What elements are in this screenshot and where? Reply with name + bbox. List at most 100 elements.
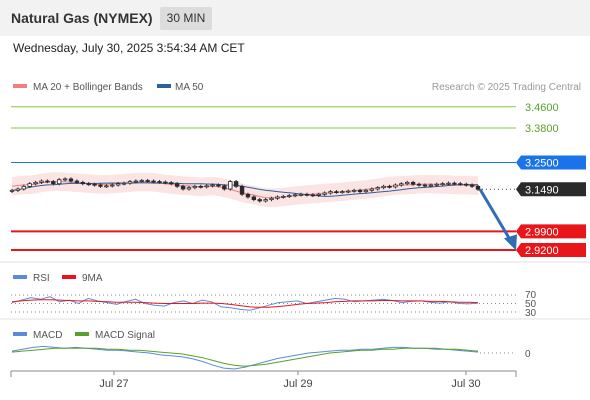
candle-body — [340, 191, 345, 194]
bollinger-band-area — [12, 172, 478, 207]
candle-body — [469, 184, 475, 187]
candle-body — [322, 192, 327, 195]
legend-swatch-ma20 — [13, 84, 27, 88]
candle-body — [298, 193, 304, 196]
candle-body — [110, 184, 115, 187]
candle-body — [410, 181, 416, 185]
legend-swatch-macd — [13, 332, 27, 336]
candle-body — [251, 196, 257, 201]
resistance-level-label: 3.4600 — [525, 102, 559, 114]
candle-body — [328, 191, 333, 194]
candle-body — [62, 178, 68, 181]
legend-ma50-label: MA 50 — [175, 82, 204, 93]
candle-body — [422, 184, 428, 187]
candle-body — [9, 189, 15, 192]
candle-body — [416, 183, 422, 186]
candle-body — [45, 180, 50, 183]
candles — [9, 177, 481, 203]
macd-lines — [11, 345, 516, 370]
rsi-line — [11, 296, 479, 311]
candle-body — [257, 199, 262, 202]
candle-body — [405, 181, 410, 185]
candle-body — [39, 180, 44, 183]
resistance-level-label: 3.3800 — [525, 123, 559, 135]
instrument-title: Natural Gas (NYMEX) — [11, 10, 153, 26]
candle-body — [192, 185, 198, 189]
candle-body — [204, 185, 209, 188]
support-level-label: 2.9200 — [525, 245, 559, 257]
key-levels: 3.4600 3.3800 3.2500 2.9900 2.9200 3.1490 — [11, 102, 586, 257]
legend-swatch-ma50 — [157, 84, 171, 88]
candle-body — [127, 181, 133, 184]
last-price-label: 3.1490 — [525, 184, 559, 196]
research-credit: Research © 2025 Trading Central — [432, 82, 581, 93]
support-level-label: 2.9900 — [525, 226, 559, 238]
forecast-arrow — [478, 188, 517, 251]
candle-body — [287, 195, 292, 198]
candle-body — [133, 180, 139, 183]
timeframe-button[interactable]: 30 MIN — [160, 7, 212, 30]
candle-body — [216, 184, 221, 187]
candle-body — [27, 183, 32, 187]
candle-body — [180, 185, 186, 190]
candle-body — [151, 180, 156, 183]
x-tick-label: Jul 29 — [283, 378, 312, 390]
candle-body — [210, 184, 215, 187]
candle-body — [56, 179, 62, 185]
x-tick-label: Jul 30 — [451, 378, 480, 390]
candle-body — [275, 196, 280, 199]
candle-body — [198, 185, 203, 188]
candle-body — [428, 184, 434, 187]
legend-macd-label: MACD — [33, 330, 62, 341]
bollinger-bands — [12, 172, 478, 207]
candle-body — [174, 183, 180, 187]
legend-swatch-9ma — [62, 275, 76, 279]
candle-body — [33, 181, 38, 185]
candle-body — [357, 189, 363, 193]
candle-body — [458, 183, 463, 186]
candle-body — [98, 184, 103, 187]
candle-body — [452, 182, 457, 185]
support-label-box — [516, 243, 586, 257]
candle-body — [434, 183, 439, 186]
candle-body — [351, 189, 357, 192]
candle-body — [387, 185, 392, 188]
candle-body — [51, 181, 56, 185]
forecast-arrowhead — [504, 234, 517, 251]
candle-body — [228, 181, 233, 190]
candle-body — [115, 183, 121, 186]
candle-body — [399, 183, 404, 186]
legend-9ma-label: 9MA — [82, 273, 103, 284]
candle-body — [157, 181, 162, 183]
candle-body — [369, 188, 375, 191]
legend-swatch-macd-signal — [75, 332, 89, 336]
candle-body — [310, 194, 316, 197]
candle-body — [393, 184, 398, 188]
rsi-lines — [11, 294, 516, 313]
last-price-label-box — [516, 182, 586, 197]
candle-body — [233, 181, 239, 187]
rsi-tick-70: 70 — [525, 290, 537, 301]
macd-tick-0: 0 — [525, 349, 531, 360]
candle-body — [475, 185, 481, 190]
support-label-box — [516, 224, 586, 239]
candle-body — [263, 199, 268, 202]
candle-body — [239, 185, 245, 195]
macd-line — [11, 345, 479, 370]
macd-signal-line — [11, 347, 479, 367]
candle-body — [86, 183, 91, 186]
candle-body — [74, 180, 80, 183]
candle-body — [381, 185, 386, 189]
candle-body — [363, 189, 369, 193]
legend-rsi-label: RSI — [33, 273, 50, 284]
legend-macd-signal-label: MACD Signal — [95, 330, 155, 341]
candle-body — [292, 194, 298, 197]
candle-body — [121, 182, 127, 185]
candle-body — [334, 191, 339, 194]
pivot-label-box — [516, 155, 586, 170]
candle-body — [145, 180, 150, 182]
candle-body — [163, 181, 168, 184]
candle-body — [440, 183, 445, 186]
candle-body — [68, 178, 74, 182]
